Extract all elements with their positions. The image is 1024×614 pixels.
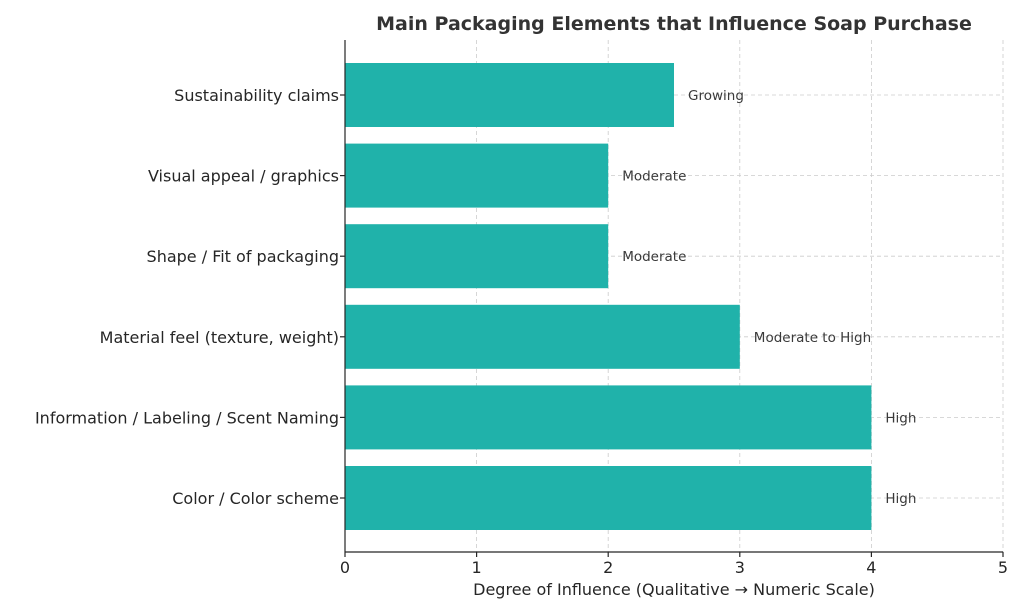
category-label: Shape / Fit of packaging [147, 247, 339, 266]
bar [345, 143, 609, 208]
category-label: Material feel (texture, weight) [100, 328, 339, 347]
data-label: Growing [688, 88, 744, 104]
category-label: Visual appeal / graphics [148, 167, 339, 186]
bar [345, 63, 674, 127]
bar [345, 385, 872, 450]
bar [345, 224, 609, 289]
labels: 0 1 2 3 4 5 Sustainability claims Visual appeal… [35, 86, 1008, 577]
bars [345, 63, 872, 530]
x-tick-label: 2 [603, 558, 613, 577]
x-tick-label: 3 [735, 558, 745, 577]
x-tick-label: 4 [866, 558, 876, 577]
data-label: Moderate to High [754, 330, 871, 346]
x-tick-label: 1 [472, 558, 482, 577]
chart-title: Main Packaging Elements that Influence S… [376, 13, 972, 35]
data-label: High [885, 491, 916, 507]
category-label: Information / Labeling / Scent Naming [35, 408, 339, 427]
category-label: Sustainability claims [174, 86, 339, 105]
bar [345, 304, 740, 369]
data-label: High [885, 410, 916, 426]
data-label: Moderate [622, 169, 686, 185]
bar [345, 466, 872, 530]
x-axis-label: Degree of Influence (Qualitative → Numer… [473, 580, 875, 599]
category-label: Color / Color scheme [172, 489, 339, 508]
axes [340, 40, 1004, 557]
data-label: Moderate [622, 249, 686, 265]
x-tick-label: 0 [340, 558, 350, 577]
x-tick-label: 5 [998, 558, 1008, 577]
